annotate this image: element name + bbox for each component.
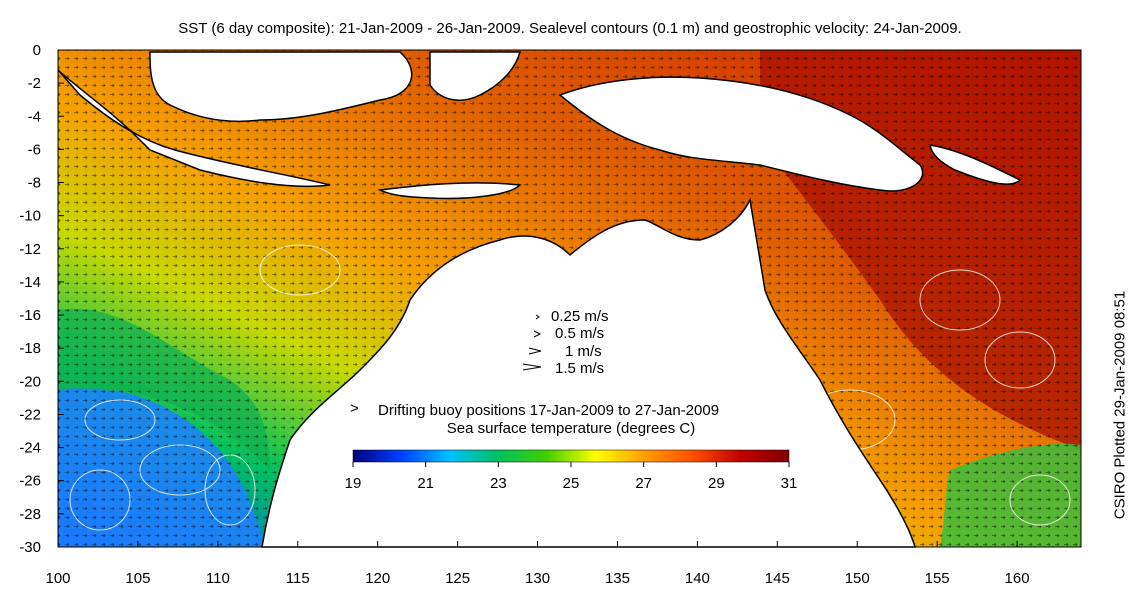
y-tick-label: -18 xyxy=(19,340,41,357)
velocity-legend: 0.25 m/s 0.5 m/s 1 m/s 1.5 m/s xyxy=(522,308,609,377)
y-tick-label: -2 xyxy=(28,75,41,92)
new-guinea-landmass xyxy=(558,76,924,192)
y-tick-label: -12 xyxy=(19,241,41,258)
x-tick-label: 145 xyxy=(765,570,790,587)
map-plot-area xyxy=(57,49,1082,548)
x-tick-label: 155 xyxy=(925,570,950,587)
x-tick-label: 125 xyxy=(445,570,470,587)
y-tick-label: -4 xyxy=(28,108,41,125)
buoy-legend: > Drifting buoy positions 17-Jan-2009 to… xyxy=(350,400,719,419)
x-tick-label: 110 xyxy=(206,570,230,587)
x-tick-label: 135 xyxy=(605,570,630,587)
y-tick-label: -22 xyxy=(19,406,41,423)
y-tick-label: -16 xyxy=(19,307,41,324)
latitude-axis: 0 -2 -4 -6 -8 -10 -12 -14 -16 -18 -20 -22 -24 -26 -28 -… xyxy=(19,42,64,556)
y-tick-label: -28 xyxy=(19,506,41,523)
y-tick-label: -10 xyxy=(19,208,41,225)
x-tick-label: 105 xyxy=(125,570,150,587)
velocity-legend-item-2: 1 m/s xyxy=(528,343,602,360)
x-tick-label: 150 xyxy=(845,570,870,587)
colorbar-title: Sea surface temperature (degrees C) xyxy=(447,420,695,437)
sulawesi-landmass xyxy=(429,51,521,101)
y-tick-label: -26 xyxy=(19,473,41,490)
velocity-label-3: 1.5 m/s xyxy=(555,360,604,377)
colorbar-tick-label: 21 xyxy=(417,475,434,492)
velocity-label-0: 0.25 m/s xyxy=(551,308,609,325)
y-tick-label: -30 xyxy=(19,539,41,556)
x-tick-label: 130 xyxy=(525,570,550,587)
x-tick-label: 140 xyxy=(685,570,710,587)
buoy-marker-icon: > xyxy=(350,400,359,417)
x-tick-label: 115 xyxy=(286,570,310,587)
colorbar-tick-label: 23 xyxy=(490,475,507,492)
colorbar-gradient xyxy=(352,449,790,463)
y-tick-label: -24 xyxy=(19,440,41,457)
y-tick-label: -20 xyxy=(19,373,41,390)
colorbar-ticks: 19 21 23 25 27 29 31 xyxy=(345,462,798,492)
colorbar-tick-label: 25 xyxy=(563,475,580,492)
y-tick-label: 0 xyxy=(33,42,41,59)
velocity-legend-item-3: 1.5 m/s xyxy=(522,360,604,377)
velocity-legend-item-1: 0.5 m/s xyxy=(533,325,604,342)
velocity-legend-item-0: 0.25 m/s xyxy=(535,308,609,325)
colorbar-tick-label: 19 xyxy=(345,475,362,492)
y-tick-label: -6 xyxy=(28,141,41,158)
buoy-legend-label: Drifting buoy positions 17-Jan-2009 to 2… xyxy=(378,402,719,419)
colorbar-tick-label: 27 xyxy=(635,475,652,492)
velocity-label-1: 0.5 m/s xyxy=(555,325,604,342)
timor-islands xyxy=(377,182,522,200)
velocity-label-2: 1 m/s xyxy=(565,343,602,360)
y-tick-label: -14 xyxy=(19,274,41,291)
colorbar-tick-label: 31 xyxy=(781,475,798,492)
sst-colorbar: Sea surface temperature (degrees C) 19 21… xyxy=(345,420,798,492)
y-tick-label: -8 xyxy=(28,175,41,192)
x-tick-label: 160 xyxy=(1005,570,1030,587)
solomon-islands xyxy=(929,144,1022,185)
x-tick-label: 100 xyxy=(45,570,70,587)
colorbar-tick-label: 29 xyxy=(708,475,725,492)
borneo-landmass xyxy=(149,51,413,123)
longitude-axis: 100 105 110 115 120 125 130 135 140 145 150 155 160 xyxy=(45,541,1030,587)
map-title: SST (6 day composite): 21-Jan-2009 - 26-… xyxy=(178,20,962,37)
x-tick-label: 120 xyxy=(365,570,390,587)
sumatra-java-landmass xyxy=(57,69,331,188)
